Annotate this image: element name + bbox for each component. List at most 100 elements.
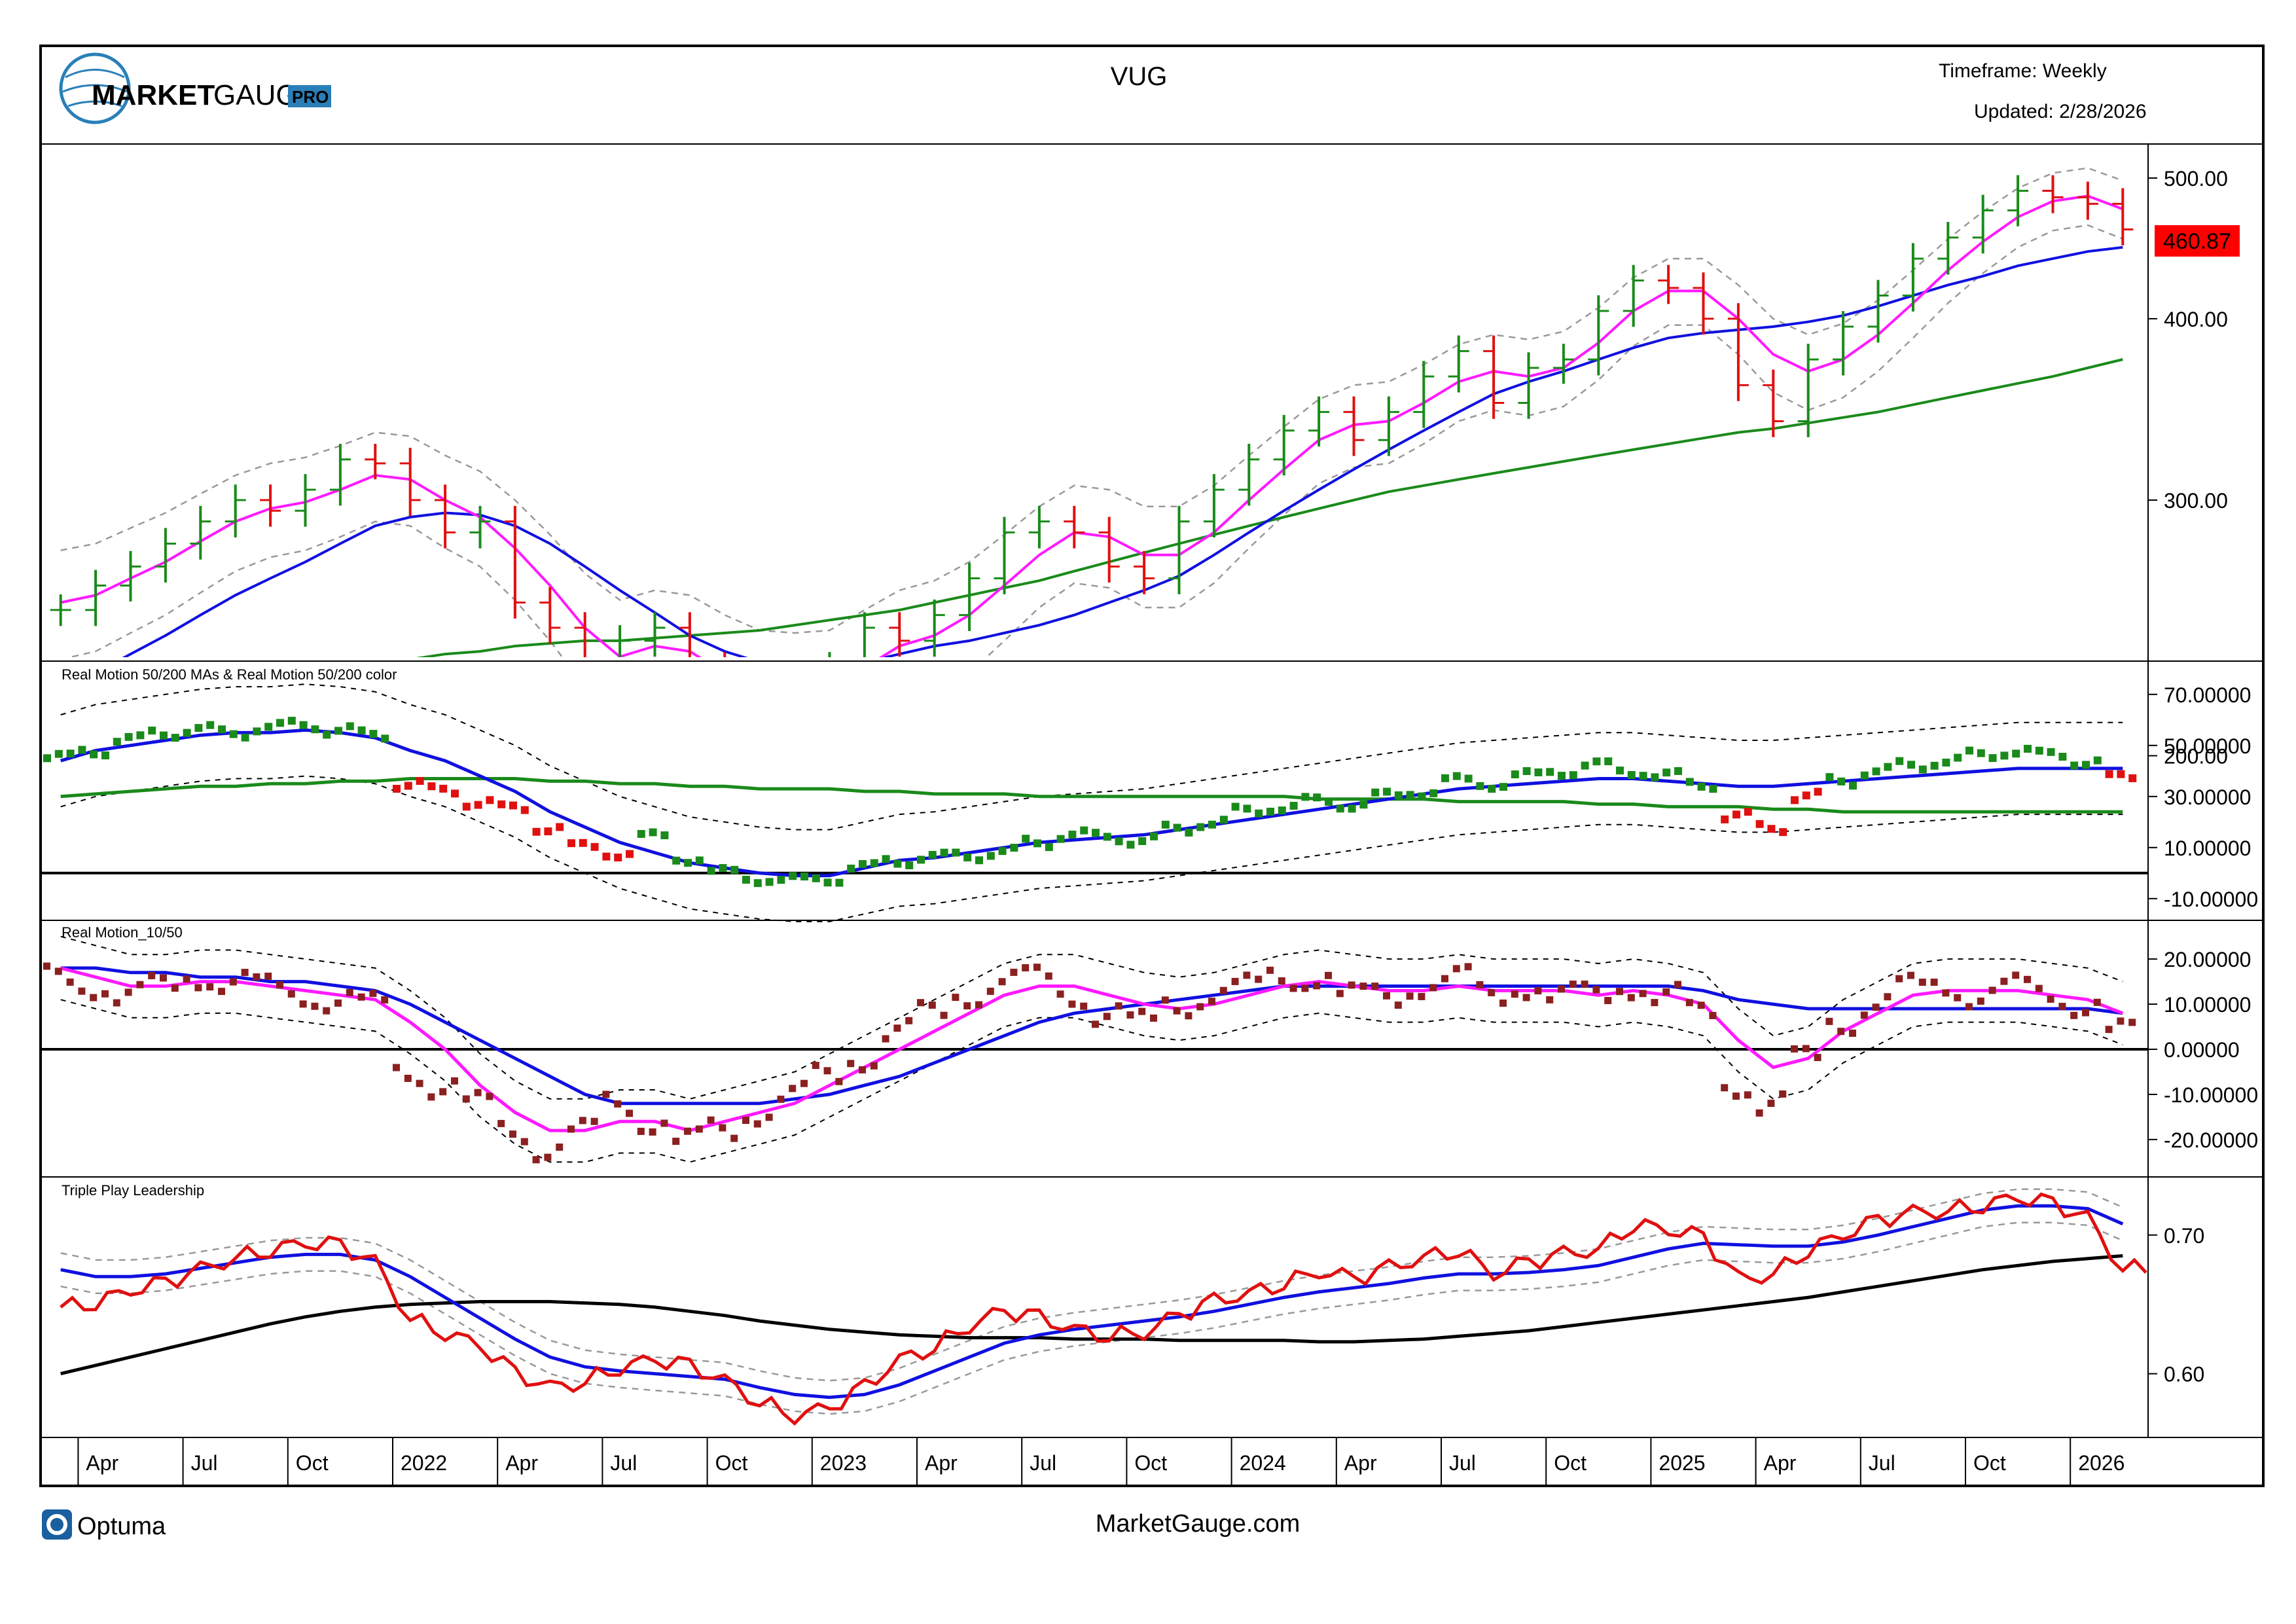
brand-pro: PRO <box>292 87 329 107</box>
rm5050-point <box>451 789 459 798</box>
rm1050-point <box>1126 1011 1134 1019</box>
rm5050-point <box>1884 763 1892 771</box>
rm1050-point <box>1662 988 1670 996</box>
price-band-upper <box>60 167 2123 634</box>
rm5050-point <box>2082 761 2090 769</box>
rm5050-point <box>719 864 727 873</box>
price-band-lower <box>66 224 2123 657</box>
rm1050-point <box>1534 987 1542 995</box>
rm1050-point <box>2012 971 2020 979</box>
x-axis: Apr Jul Oct 2022 Apr Jul Oct 2023 Apr Jul Oct 2024 A… <box>77 1437 2125 1486</box>
rm1050-point <box>1278 977 1285 985</box>
rm1050-point <box>1208 998 1215 1005</box>
rm5050-point <box>812 874 820 882</box>
rm1050-point <box>719 1124 726 1132</box>
rm1050-point <box>556 1143 564 1151</box>
rm5050-point <box>777 876 785 884</box>
rm1050-y-tick-label: -10.00000 <box>2164 1083 2258 1107</box>
rm5050-point <box>439 784 448 793</box>
rm1050-point <box>2082 1009 2089 1017</box>
rm5050-point <box>835 878 844 887</box>
x-axis-label: Oct <box>296 1451 329 1475</box>
rm5050-title: Real Motion 50/200 MAs & Real Motion 50/… <box>62 666 397 683</box>
rm1050-point <box>1942 989 1950 997</box>
rm5050-point <box>1266 807 1274 816</box>
rm1050-point <box>963 1002 971 1010</box>
rm1050-point <box>1988 986 1996 994</box>
rm5050-point <box>1534 768 1543 776</box>
rm1050-point <box>1558 985 1565 993</box>
rm5050-point <box>2093 756 2102 765</box>
logo-marketgauge: MARKET GAUGE PRO <box>59 52 331 124</box>
rm5050-point <box>1546 768 1554 776</box>
rm1050-point <box>2128 1019 2136 1026</box>
rm1050-point <box>323 1007 331 1015</box>
rm1050-point <box>777 1095 785 1103</box>
rm5050-point <box>101 751 109 760</box>
rm1050-point <box>334 999 342 1007</box>
rm1050-point <box>1685 999 1693 1007</box>
rm1050-point <box>357 993 365 1001</box>
rm5050-point <box>229 730 238 738</box>
rm5050-point <box>1441 774 1449 782</box>
rm1050-point <box>509 1130 516 1138</box>
rm5050-point <box>893 859 902 868</box>
tpl-band-lower <box>60 1221 2123 1415</box>
rm1050-point <box>2070 1011 2078 1019</box>
rm5050-point <box>1418 792 1426 801</box>
rm1050-point <box>1581 981 1588 988</box>
rm5050-point <box>43 754 51 763</box>
rm1050-point <box>742 1116 749 1124</box>
rm1050-point <box>1231 977 1239 985</box>
rm5050-point <box>882 855 890 863</box>
rm1050-point <box>1860 1011 1868 1019</box>
rm1050-point <box>626 1110 633 1117</box>
footer-site: MarketGauge.com <box>1096 1510 1300 1538</box>
rm1050-point <box>1767 1100 1775 1108</box>
rm1050-point <box>54 967 62 975</box>
logo-globe-lines-icon <box>62 69 128 107</box>
rm5050-point <box>1301 793 1310 801</box>
tpl-title: Triple Play Leadership <box>62 1182 204 1199</box>
rm5050-point <box>416 776 424 785</box>
rm5050-point <box>346 722 354 731</box>
rm5050-ma50-line <box>60 728 2123 878</box>
rm5050-point <box>136 731 145 740</box>
rm1050-y-tick-label: -20.00000 <box>2164 1128 2258 1152</box>
rm1050-point <box>1779 1090 1787 1098</box>
x-axis-label: Oct <box>1973 1451 2006 1475</box>
rm5050-point <box>194 724 203 732</box>
x-axis-label: Oct <box>1134 1451 1167 1475</box>
rm5050-point <box>952 848 960 857</box>
tpl-y-tick-label: 0.70 <box>2164 1224 2204 1248</box>
rm5050-point <box>789 872 797 880</box>
rm5050-point <box>556 823 564 831</box>
rm5050-point <box>1115 837 1123 846</box>
rm5050-point <box>544 827 552 836</box>
rm1050-y-tick-label: 10.00000 <box>2164 993 2251 1017</box>
rm5050-point <box>1313 793 1321 802</box>
rm1050-point <box>1103 1013 1111 1020</box>
y-axis-ticks: 500.00 400.00 300.00 200.00 70.00000 50.00000… <box>2148 167 2258 1386</box>
rm1050-point <box>1033 964 1041 971</box>
rm5050-point <box>148 727 156 735</box>
rm5050-point <box>1802 791 1810 800</box>
rm5050-point <box>1639 772 1647 780</box>
rm1050-point <box>1755 1109 1763 1117</box>
rm5050-point <box>2012 749 2020 758</box>
rm5050-point <box>1208 820 1216 829</box>
brand-pro-badge <box>288 85 331 107</box>
rm1050-point <box>1884 993 1892 1001</box>
rm5050-point <box>1755 820 1764 828</box>
rm1050-point <box>287 990 295 998</box>
rm1050-point <box>789 1085 797 1092</box>
brand-market: MARKET <box>92 79 215 111</box>
rm5050-point <box>2128 774 2137 782</box>
rm1050-point <box>1930 979 1938 986</box>
rm1050-point <box>1744 1091 1751 1099</box>
rm1050-point <box>649 1128 656 1136</box>
rm1050-point <box>1092 1020 1099 1028</box>
rm5050-point <box>276 719 284 727</box>
rm1050-title: Real Motion_10/50 <box>62 924 183 941</box>
rm1050-point <box>1499 1000 1507 1007</box>
